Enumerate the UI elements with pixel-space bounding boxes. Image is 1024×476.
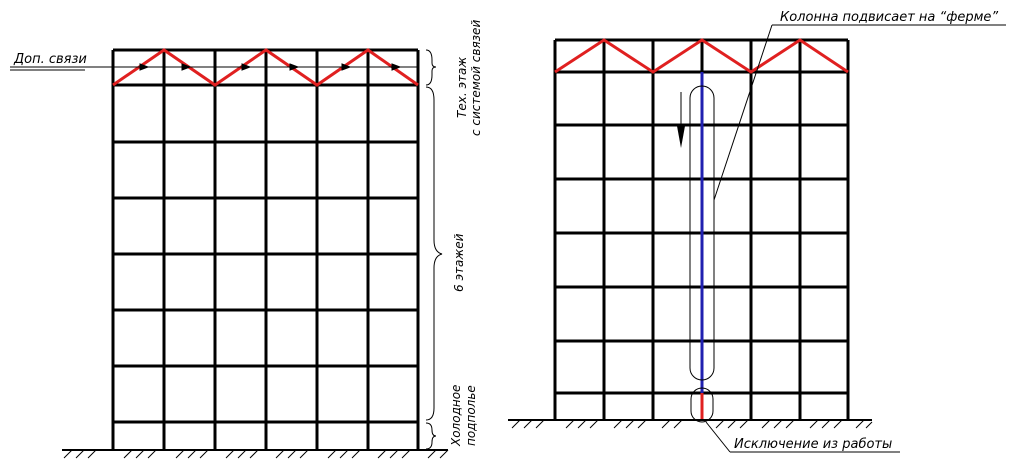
cold-underground-label-line2: подполье	[464, 385, 478, 446]
six-floors-label: 6 этажей	[452, 233, 466, 292]
tech-floor-label-line2: с системой связей	[469, 20, 483, 136]
tech-floor-label-line1: Тех. этаж	[455, 57, 469, 118]
left-ground-hatching-icon	[62, 449, 449, 459]
cold-underground-label-line1: Холодное	[449, 385, 463, 447]
excluded-segment-outline	[690, 387, 714, 423]
column-hangs-leader	[713, 24, 1006, 201]
right-ground-hatching-icon	[508, 419, 873, 429]
exclusion-leader	[705, 421, 900, 453]
additional-bracing-leader	[10, 63, 418, 71]
left-truss-bracing	[112, 48, 419, 87]
exclusion-label: Исключение из работы	[734, 437, 892, 452]
hanging-column-outline	[689, 85, 715, 381]
arrow-down-icon	[677, 92, 685, 148]
right-truss-bracing	[554, 38, 849, 74]
column-hangs-label: Колонна подвисает на “ферме”	[780, 10, 998, 25]
left-building-frame	[111, 48, 420, 450]
left-dimension-braces	[425, 49, 443, 450]
additional-bracing-label: Доп. связи	[13, 52, 87, 67]
